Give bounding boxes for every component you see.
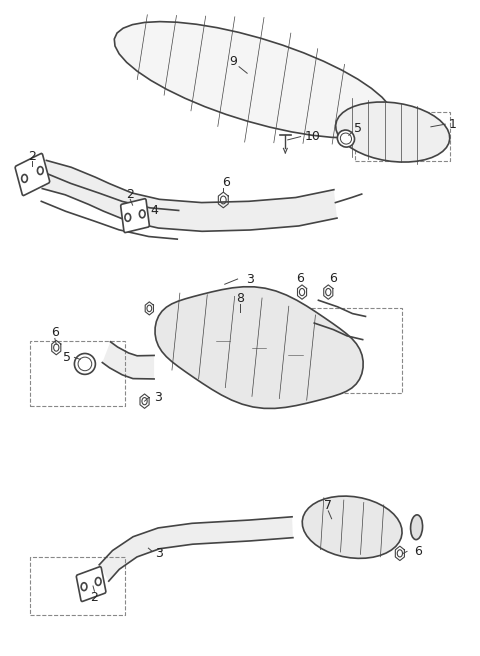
Text: 3: 3	[154, 392, 162, 404]
Ellipse shape	[337, 130, 355, 147]
Text: 6: 6	[296, 272, 303, 285]
Polygon shape	[102, 342, 154, 379]
Polygon shape	[99, 517, 293, 581]
Text: 7: 7	[324, 499, 332, 512]
Ellipse shape	[74, 354, 96, 375]
Text: 10: 10	[304, 130, 320, 143]
Polygon shape	[336, 102, 450, 162]
Text: 6: 6	[222, 176, 229, 189]
Text: 3: 3	[155, 547, 163, 560]
Text: 4: 4	[150, 204, 158, 217]
FancyBboxPatch shape	[76, 567, 106, 602]
FancyBboxPatch shape	[15, 154, 49, 195]
Text: 9: 9	[229, 55, 237, 68]
Text: 6: 6	[51, 326, 59, 339]
Text: 8: 8	[236, 292, 244, 305]
Text: 6: 6	[414, 545, 422, 558]
Ellipse shape	[78, 357, 92, 371]
Text: 5: 5	[63, 351, 71, 364]
Text: 5: 5	[354, 121, 362, 134]
Text: 1: 1	[448, 117, 456, 131]
Text: 3: 3	[246, 272, 253, 285]
Polygon shape	[155, 287, 363, 409]
Text: 2: 2	[91, 591, 98, 604]
Text: 6: 6	[329, 272, 337, 285]
Polygon shape	[114, 22, 395, 138]
Text: 2: 2	[126, 188, 134, 201]
FancyBboxPatch shape	[120, 199, 149, 233]
Polygon shape	[42, 161, 337, 232]
Text: 2: 2	[28, 150, 36, 163]
Ellipse shape	[410, 515, 422, 540]
Ellipse shape	[340, 133, 351, 144]
Polygon shape	[302, 496, 402, 558]
